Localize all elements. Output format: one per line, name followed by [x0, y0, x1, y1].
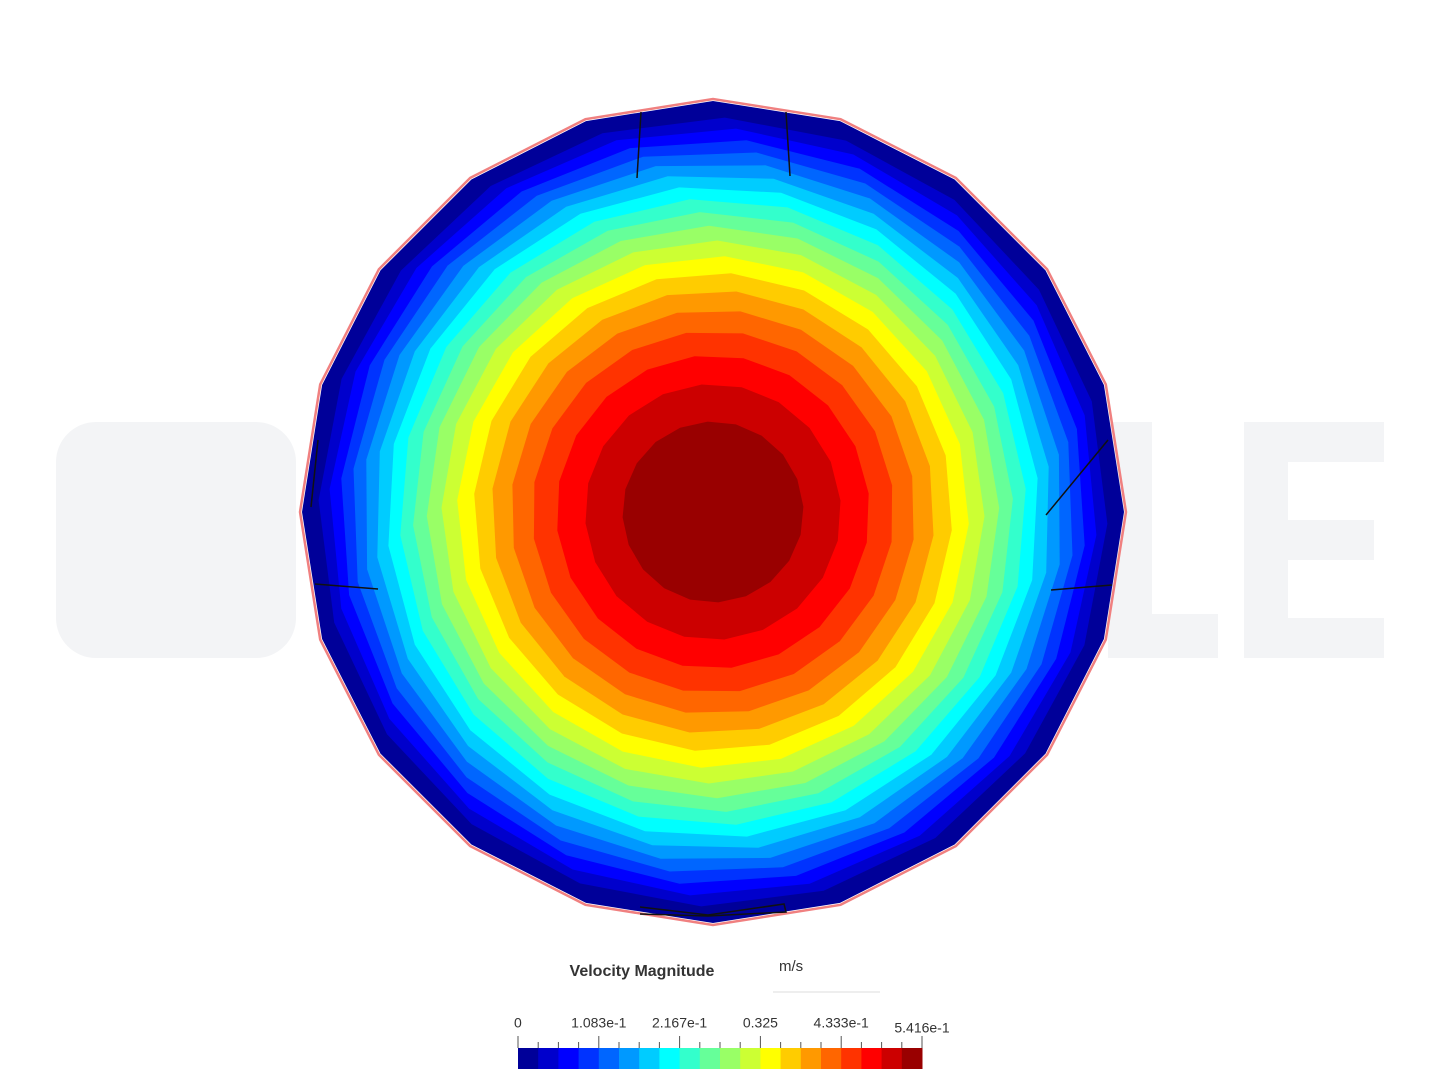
watermark-letter	[1244, 520, 1374, 560]
colorbar-band	[861, 1048, 883, 1069]
contour-plot	[298, 97, 1128, 927]
colorbar-band	[598, 1048, 620, 1069]
colorbar-band	[881, 1048, 903, 1069]
colorbar-label: 2.167e-1	[652, 1015, 707, 1031]
colorbar-band	[619, 1048, 640, 1069]
colorbar: 0 1.083e-1 2.167e-1 0.325 4.333e-1 5.416e-1	[514, 1015, 950, 1069]
colorbar-band	[659, 1048, 681, 1069]
edge	[1045, 439, 1109, 516]
colorbar-band	[740, 1048, 761, 1069]
watermark-letter	[1244, 422, 1384, 462]
legend: Velocity Magnitude m/s 0 1.083e-1 2.167e-1…	[514, 958, 950, 1069]
contour-band	[622, 421, 804, 603]
colorbar-band	[901, 1048, 923, 1069]
colorbar-band	[821, 1048, 842, 1069]
edge	[1050, 584, 1113, 591]
colorbar-band	[518, 1048, 539, 1069]
colorbar-band	[558, 1048, 580, 1069]
colorbar-label: 4.333e-1	[814, 1015, 869, 1031]
watermark-letter	[1108, 614, 1218, 658]
legend-title: Velocity Magnitude	[570, 963, 715, 980]
wall	[298, 97, 1128, 927]
watermark-logo	[56, 422, 296, 658]
edge	[314, 583, 379, 590]
edge	[310, 439, 319, 508]
colorbar-band	[720, 1048, 741, 1069]
edge	[639, 903, 787, 917]
colorbar-band	[679, 1048, 701, 1069]
edge	[785, 111, 791, 177]
colorbar-band	[639, 1048, 660, 1069]
legend-unit: m/s	[779, 958, 803, 975]
colorbar-label: 0.325	[743, 1015, 778, 1031]
watermark-letter	[1244, 618, 1384, 658]
colorbar-label: 1.083e-1	[571, 1015, 626, 1031]
mesh-edges	[310, 111, 1113, 917]
edge	[636, 111, 642, 179]
colorbar-label: 0	[514, 1015, 522, 1031]
colorbar-label: 5.416e-1	[894, 1020, 949, 1036]
colorbar-band	[841, 1048, 862, 1069]
colorbar-band	[578, 1048, 600, 1069]
colorbar-band	[699, 1048, 721, 1069]
colorbar-band	[800, 1048, 822, 1069]
colorbar-band	[538, 1048, 559, 1069]
colorbar-band	[780, 1048, 802, 1069]
colorbar-band	[760, 1048, 782, 1069]
watermark	[56, 422, 1384, 658]
